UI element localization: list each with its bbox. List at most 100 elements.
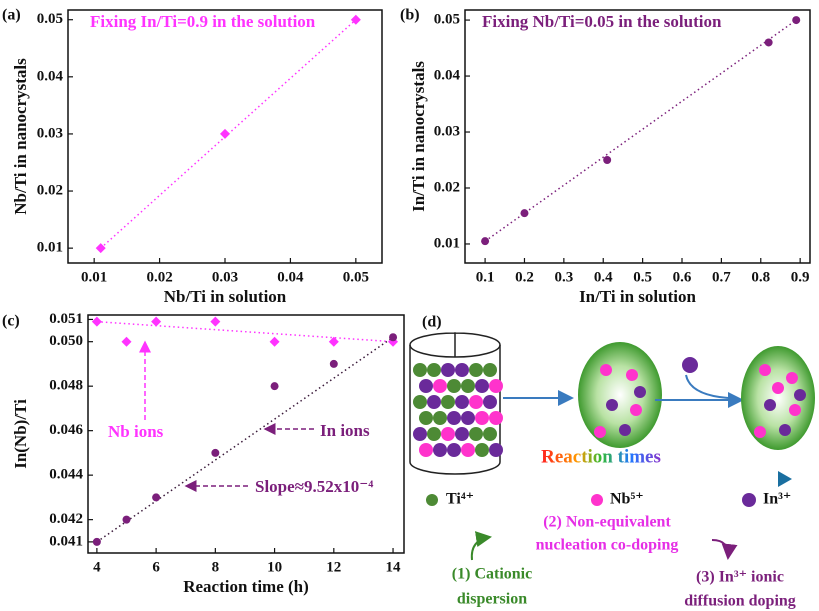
ion: [427, 427, 441, 441]
data-point: [211, 449, 219, 457]
plot-frame: [465, 10, 810, 263]
data-point: [330, 360, 338, 368]
ion: [630, 404, 642, 416]
annotation: Fixing In/Ti=0.9 in the solution: [90, 12, 316, 31]
legend-marker: [742, 493, 756, 507]
data-point: [765, 38, 773, 46]
x-axis-label: Nb/Ti in solution: [164, 287, 287, 306]
data-point: [92, 317, 102, 327]
data-point: [603, 156, 611, 164]
figure: (d) Reaction times Ti⁴⁺ Nb⁵⁺ In³⁺ (2) No…: [0, 0, 819, 611]
arrow: [686, 375, 728, 398]
x-tick-label: 0.4: [594, 269, 613, 285]
x-tick-label: 10: [267, 559, 282, 575]
ion: [794, 389, 806, 401]
x-tick-label: 0.6: [673, 269, 692, 285]
ion: [600, 364, 612, 376]
ion: [455, 363, 469, 377]
legend-marker: [591, 494, 603, 506]
y-tick-label: 0.02: [37, 182, 63, 198]
x-tick-label: 6: [152, 559, 160, 575]
ion: [772, 382, 784, 394]
process-label: Reaction times: [541, 446, 661, 467]
step-text: nucleation co-doping: [536, 537, 679, 554]
ion: [433, 411, 447, 425]
ion: [619, 424, 631, 436]
ion: [441, 363, 455, 377]
y-tick-label: 0.042: [49, 511, 83, 527]
cycle-arrow: [472, 537, 490, 560]
panel-label: (b): [400, 7, 420, 24]
series-annotation: Nb ions: [108, 422, 164, 441]
ion: [461, 411, 475, 425]
ion: [419, 411, 433, 425]
ion: [441, 395, 455, 409]
ion: [786, 372, 798, 384]
ion: [461, 443, 475, 457]
panel-label: (c): [2, 313, 20, 330]
ion: [455, 395, 469, 409]
ion: [754, 426, 766, 438]
y-tick-label: 0.048: [49, 378, 83, 394]
ion: [489, 443, 503, 457]
x-tick-label: 0.04: [277, 269, 304, 285]
ion: [483, 395, 497, 409]
y-axis-label: Nb/Ti in nanocrystals: [11, 58, 30, 215]
y-axis-label: In/Ti in nanocrystals: [409, 61, 428, 212]
y-tick-label: 0.04: [37, 68, 64, 84]
x-axis-label: In/Ti in solution: [579, 287, 696, 306]
ion: [789, 404, 801, 416]
legend-label: Nb⁵⁺: [610, 491, 644, 508]
panel-label: (d): [422, 314, 442, 331]
y-tick-label: 0.01: [434, 235, 460, 251]
x-tick-label: 0.02: [146, 269, 172, 285]
x-tick-label: 0.1: [476, 269, 495, 285]
data-point: [93, 538, 101, 546]
diagram: (d) Reaction times Ti⁴⁺ Nb⁵⁺ In³⁺ (2) No…: [410, 314, 815, 610]
y-tick-label: 0.041: [49, 533, 83, 549]
ion: [447, 443, 461, 457]
ion: [594, 426, 606, 438]
x-tick-label: 4: [93, 559, 101, 575]
data-point: [152, 493, 160, 501]
step-text: dispersion: [457, 591, 527, 608]
x-tick-label: 0.2: [515, 269, 534, 285]
ion: [461, 379, 475, 393]
legend-label: Ti⁴⁺: [446, 491, 474, 508]
ion: [413, 427, 427, 441]
x-tick-label: 0.01: [81, 269, 107, 285]
x-tick-label: 0.05: [343, 269, 369, 285]
x-tick-label: 14: [386, 559, 402, 575]
data-point: [210, 317, 220, 327]
ion: [441, 427, 455, 441]
ion: [764, 399, 776, 411]
ion: [427, 363, 441, 377]
ion: [427, 395, 441, 409]
x-tick-label: 0.8: [751, 269, 770, 285]
y-tick-label: 0.03: [37, 125, 63, 141]
ion: [447, 411, 461, 425]
ion: [475, 443, 489, 457]
ion: [475, 411, 489, 425]
data-point: [271, 382, 279, 390]
step-text: (2) Non-equivalent: [543, 514, 671, 531]
series-annotation: In ions: [320, 421, 370, 440]
x-tick-label: 0.5: [633, 269, 652, 285]
legend-marker: [426, 494, 438, 506]
fit-line: [485, 20, 796, 241]
annotation: Slope≈9.52x10⁻⁴: [255, 477, 373, 496]
ion: [626, 369, 638, 381]
data-point: [481, 237, 489, 245]
y-tick-label: 0.05: [37, 11, 63, 27]
x-axis-label: Reaction time (h): [183, 577, 309, 596]
ion: [433, 443, 447, 457]
beaker-rim: [410, 333, 500, 357]
arrow-head: [778, 471, 792, 487]
annotation: Fixing Nb/Ti=0.05 in the solution: [482, 12, 722, 31]
x-tick-label: 0.03: [212, 269, 238, 285]
legend-label: In³⁺: [763, 491, 791, 508]
ion: [489, 379, 503, 393]
ion: [419, 379, 433, 393]
x-tick-label: 0.3: [554, 269, 573, 285]
y-axis-label: In(Nb)/Ti: [11, 399, 30, 469]
